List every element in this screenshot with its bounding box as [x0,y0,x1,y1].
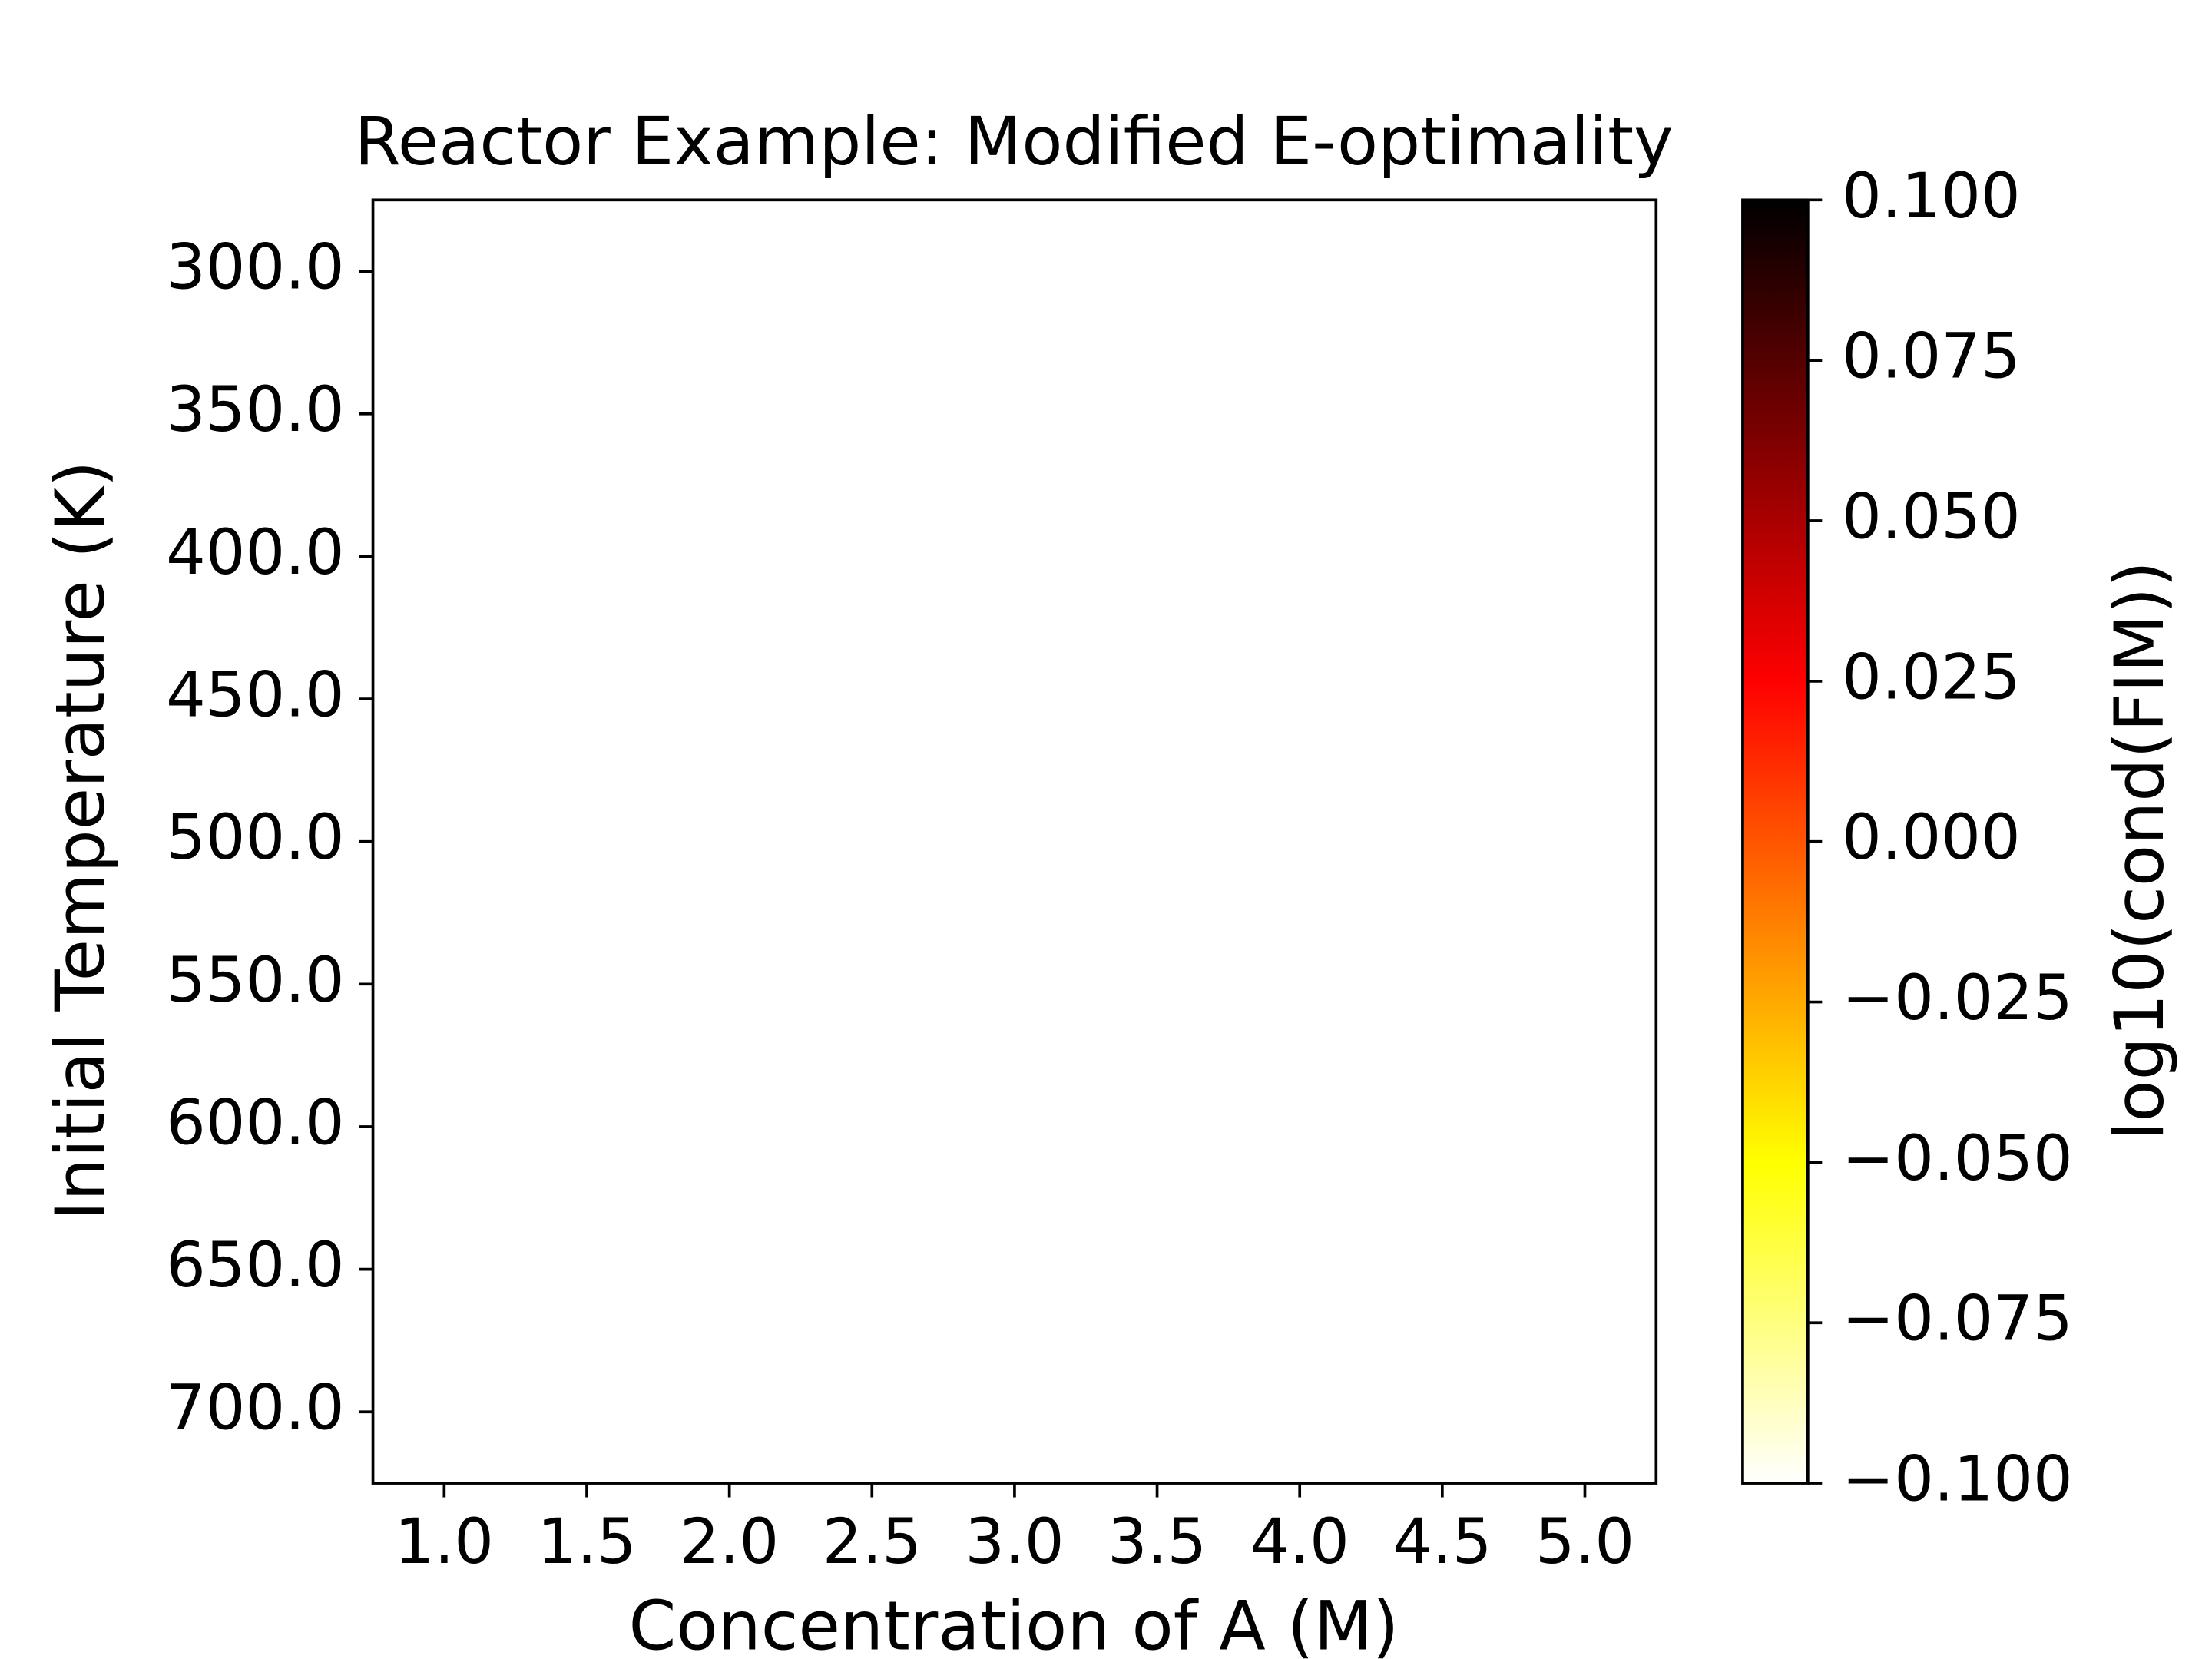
y-tick-label: 450.0 [166,660,345,732]
y-tick-label: 500.0 [166,802,345,874]
y-tick-label: 650.0 [166,1230,345,1302]
y-tick-label: 400.0 [166,517,345,589]
x-tick-label: 1.5 [537,1506,636,1578]
y-tick-label: 350.0 [166,374,345,446]
x-tick-label: 2.5 [823,1506,922,1578]
x-tick-label: 1.0 [395,1506,494,1578]
colorbar-tick-label: 0.100 [1842,161,2021,233]
y-tick-label: 300.0 [166,232,345,304]
colorbar-tick-label: −0.025 [1842,962,2073,1035]
plot-area [371,198,1658,1485]
y-tick-label: 600.0 [166,1087,345,1159]
y-tick-label: 550.0 [166,945,345,1017]
x-axis-label: Concentration of A (M) [629,1586,1399,1659]
colorbar-tick-label: 0.025 [1842,641,2021,714]
colorbar-label: log10(cond(FIM)) [2100,561,2179,1141]
y-axis-label: Initial Temperature (K) [41,461,120,1221]
x-tick-label: 4.0 [1250,1506,1349,1578]
colorbar-tick-label: −0.100 [1842,1444,2073,1516]
colorbar-tick-label: 0.075 [1842,321,2021,393]
colorbar-tick-label: −0.050 [1842,1123,2073,1195]
colorbar-tick-label: −0.075 [1842,1283,2073,1356]
x-tick-label: 3.5 [1108,1506,1207,1578]
x-tick-label: 3.0 [965,1506,1064,1578]
x-tick-label: 4.5 [1392,1506,1492,1578]
y-tick-label: 700.0 [166,1373,345,1445]
colorbar-tick-label: 0.000 [1842,802,2021,874]
x-tick-label: 2.0 [680,1506,779,1578]
colorbar-tick-label: 0.050 [1842,481,2021,553]
x-tick-label: 5.0 [1535,1506,1634,1578]
chart-title: Reactor Example: Modified E-optimality [354,103,1673,180]
colorbar [1741,198,1810,1485]
